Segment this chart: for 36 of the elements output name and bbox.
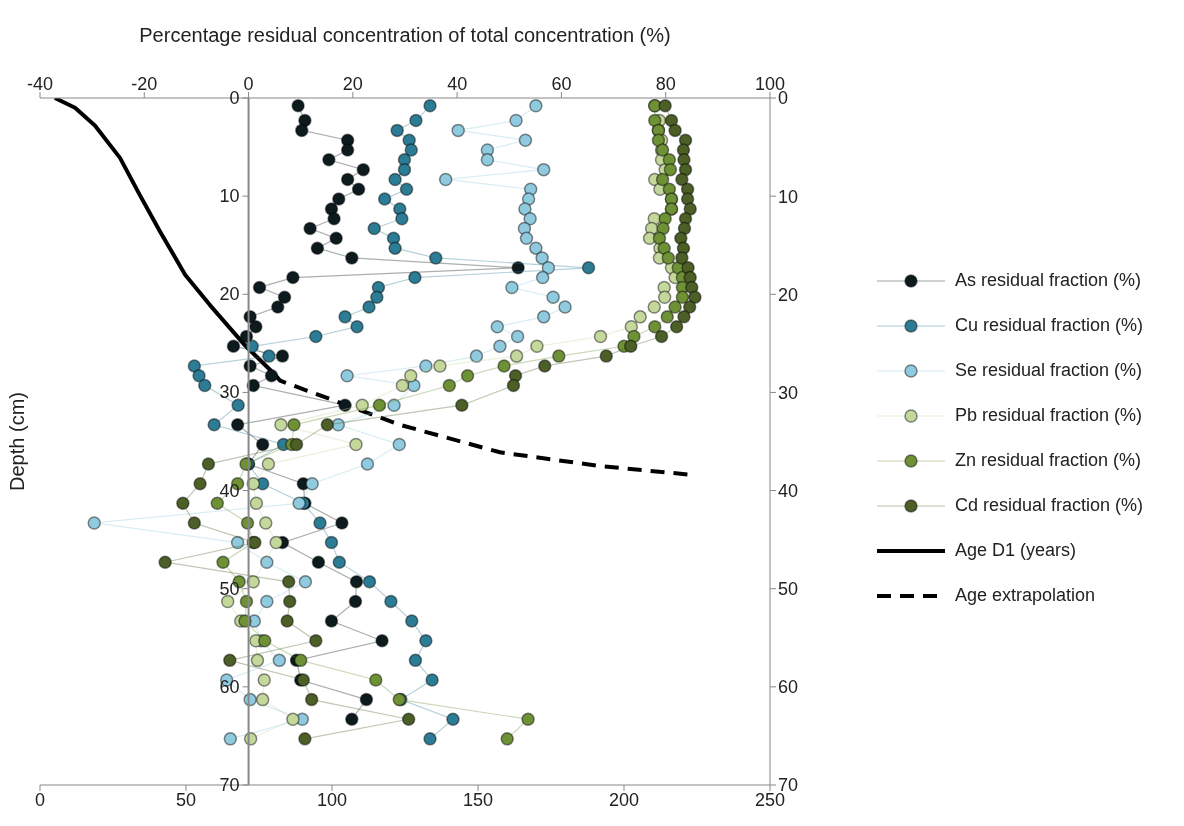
x-tick-label: 100 [316,789,348,810]
x2-tick-label: -20 [131,74,158,94]
y2-tick-label: 30 [778,382,799,403]
y-tick-label: 50 [219,578,240,599]
legend-label: Cu residual fraction (%) [955,315,1144,336]
legend-label: Se residual fraction (%) [955,360,1143,381]
y-tick-label: 0 [229,88,240,108]
x-tick-label: 200 [608,789,640,810]
legend-label: Age D1 (years) [955,540,1077,561]
y-tick-label: 40 [219,480,240,501]
legend-label: Zn residual fraction (%) [955,450,1142,471]
legend-label: As residual fraction (%) [955,270,1142,291]
y-tick-label: 20 [219,284,240,305]
x2-tick-label: -40 [26,74,54,94]
legend-label: Cd residual fraction (%) [955,495,1144,516]
y2-tick-label: 20 [778,284,799,305]
x2-tick-label: 40 [447,74,468,94]
y2-tick-label: 60 [778,677,799,698]
y2-tick-label: 10 [778,186,799,207]
x-tick-label: 0 [34,789,46,810]
x-tick-label: 50 [175,789,197,810]
x-tick-label: 150 [462,789,494,810]
y2-tick-label: 50 [778,579,799,600]
y2-tick-label: 40 [778,480,799,501]
x2-tick-label: 20 [342,74,363,94]
y-tick-label: 30 [219,382,240,403]
y-axis-title: Depth (cm) [6,392,28,491]
legend-label: Pb residual fraction (%) [955,405,1143,426]
x2-tick-label: 0 [243,74,254,94]
x2-tick-label: 80 [655,74,676,94]
legend-label: Age extrapolation [955,585,1096,606]
y-tick-label: 70 [219,775,240,795]
y-tick-label: 60 [219,676,240,697]
y-tick-label: 10 [219,186,240,207]
x2-tick-label: 60 [551,74,572,94]
x2-axis-title: Percentage residual concentration of total concentration (%) [139,24,671,47]
